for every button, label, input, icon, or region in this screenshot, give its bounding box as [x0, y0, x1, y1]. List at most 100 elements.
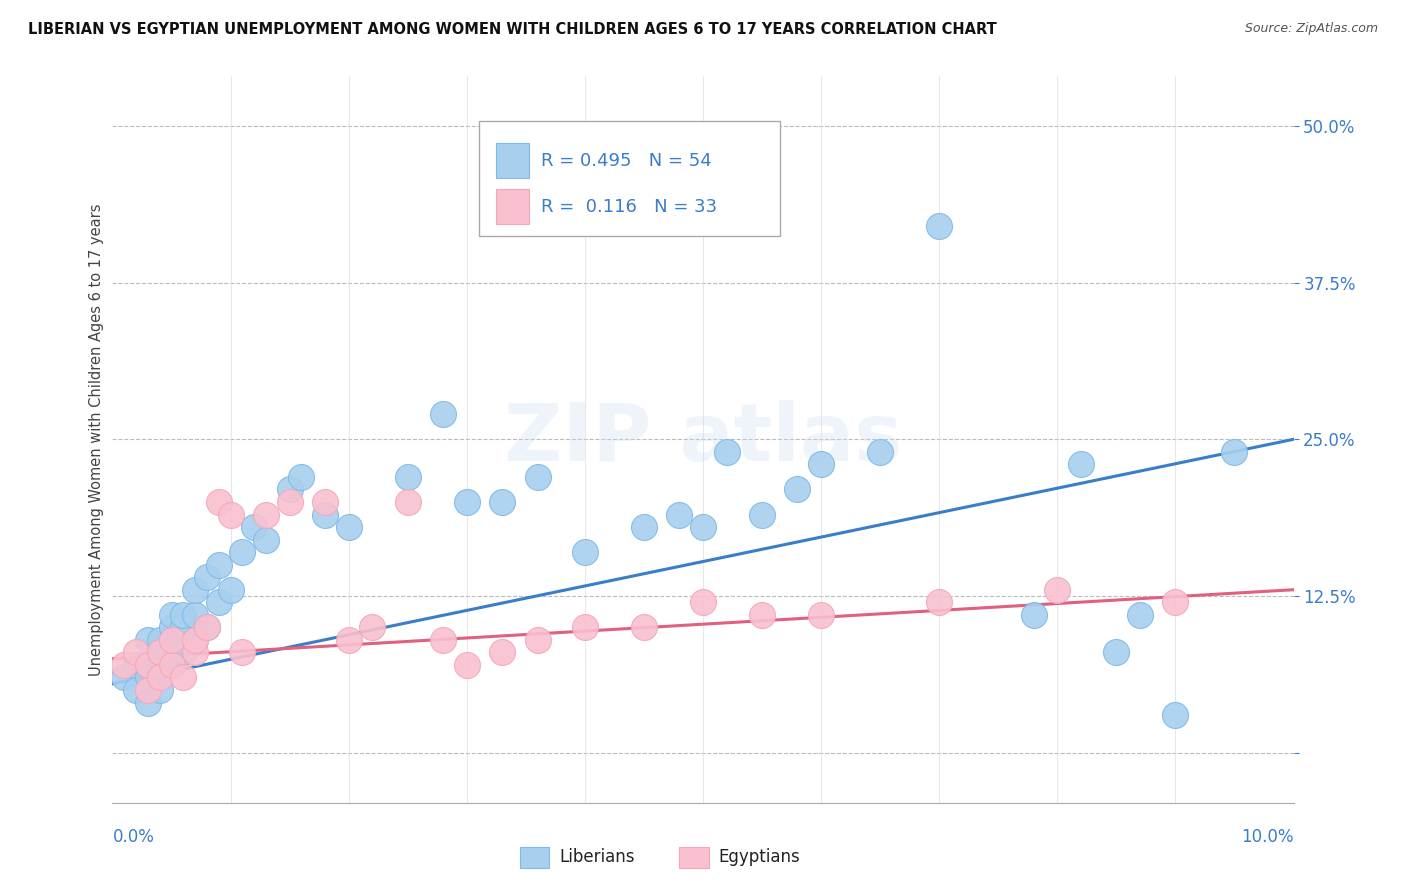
Point [314, 508, 336, 522]
Point [810, 607, 832, 622]
Point [219, 508, 242, 522]
Point [278, 483, 301, 497]
Text: R = 0.495   N = 54: R = 0.495 N = 54 [541, 152, 711, 169]
Point [208, 558, 231, 572]
Point [160, 632, 183, 647]
Point [195, 570, 218, 584]
Point [1070, 458, 1092, 472]
Point [136, 632, 159, 647]
Point [928, 219, 950, 234]
Point [361, 620, 384, 634]
Y-axis label: Unemployment Among Women with Children Ages 6 to 17 years: Unemployment Among Women with Children A… [89, 203, 104, 675]
Text: 10.0%: 10.0% [1241, 828, 1294, 846]
Point [219, 582, 242, 597]
Point [692, 520, 714, 534]
Point [491, 495, 513, 509]
Point [810, 458, 832, 472]
Point [1105, 645, 1128, 659]
Point [136, 657, 159, 672]
Point [149, 657, 172, 672]
Point [337, 520, 360, 534]
Point [149, 683, 172, 698]
Point [290, 470, 312, 484]
Text: Liberians: Liberians [560, 848, 634, 866]
Point [278, 495, 301, 509]
FancyBboxPatch shape [520, 847, 550, 868]
Point [160, 620, 183, 634]
Point [1129, 607, 1152, 622]
Point [149, 670, 172, 684]
Point [136, 657, 159, 672]
Point [254, 508, 277, 522]
Point [396, 470, 419, 484]
Point [337, 632, 360, 647]
Point [254, 533, 277, 547]
Point [184, 632, 207, 647]
Point [1223, 445, 1246, 459]
Point [786, 483, 808, 497]
Text: LIBERIAN VS EGYPTIAN UNEMPLOYMENT AMONG WOMEN WITH CHILDREN AGES 6 TO 17 YEARS C: LIBERIAN VS EGYPTIAN UNEMPLOYMENT AMONG … [28, 22, 997, 37]
Point [195, 620, 218, 634]
Point [668, 508, 690, 522]
Text: ZIP atlas: ZIP atlas [503, 401, 903, 478]
Point [125, 683, 148, 698]
Point [526, 632, 548, 647]
Point [432, 407, 454, 421]
Point [112, 657, 135, 672]
Point [633, 520, 655, 534]
Point [231, 645, 253, 659]
Point [314, 495, 336, 509]
Point [112, 670, 135, 684]
Point [1164, 708, 1187, 723]
Point [172, 607, 194, 622]
FancyBboxPatch shape [679, 847, 709, 868]
Point [208, 595, 231, 609]
Point [231, 545, 253, 559]
Point [149, 632, 172, 647]
Point [160, 657, 183, 672]
Point [396, 495, 419, 509]
Text: Egyptians: Egyptians [718, 848, 800, 866]
Point [869, 445, 891, 459]
Point [633, 620, 655, 634]
Point [184, 607, 207, 622]
Point [160, 607, 183, 622]
Text: 0.0%: 0.0% [112, 828, 155, 846]
FancyBboxPatch shape [496, 189, 530, 224]
Point [1022, 607, 1045, 622]
Text: R =  0.116   N = 33: R = 0.116 N = 33 [541, 198, 717, 216]
Point [456, 657, 478, 672]
Point [751, 607, 773, 622]
Point [125, 645, 148, 659]
Point [136, 670, 159, 684]
Point [160, 632, 183, 647]
Point [692, 595, 714, 609]
Point [149, 645, 172, 659]
FancyBboxPatch shape [478, 121, 780, 235]
Point [172, 670, 194, 684]
Point [208, 495, 231, 509]
Point [160, 657, 183, 672]
Point [432, 632, 454, 647]
Point [136, 683, 159, 698]
Text: Source: ZipAtlas.com: Source: ZipAtlas.com [1244, 22, 1378, 36]
Point [491, 645, 513, 659]
Point [184, 645, 207, 659]
Point [243, 520, 266, 534]
Point [184, 632, 207, 647]
Point [149, 645, 172, 659]
Point [574, 545, 596, 559]
Point [172, 645, 194, 659]
Point [125, 657, 148, 672]
Point [136, 696, 159, 710]
Point [751, 508, 773, 522]
Point [456, 495, 478, 509]
Point [195, 620, 218, 634]
Point [928, 595, 950, 609]
Point [526, 470, 548, 484]
FancyBboxPatch shape [496, 144, 530, 178]
Point [574, 620, 596, 634]
Point [1164, 595, 1187, 609]
Point [1046, 582, 1069, 597]
Point [172, 620, 194, 634]
